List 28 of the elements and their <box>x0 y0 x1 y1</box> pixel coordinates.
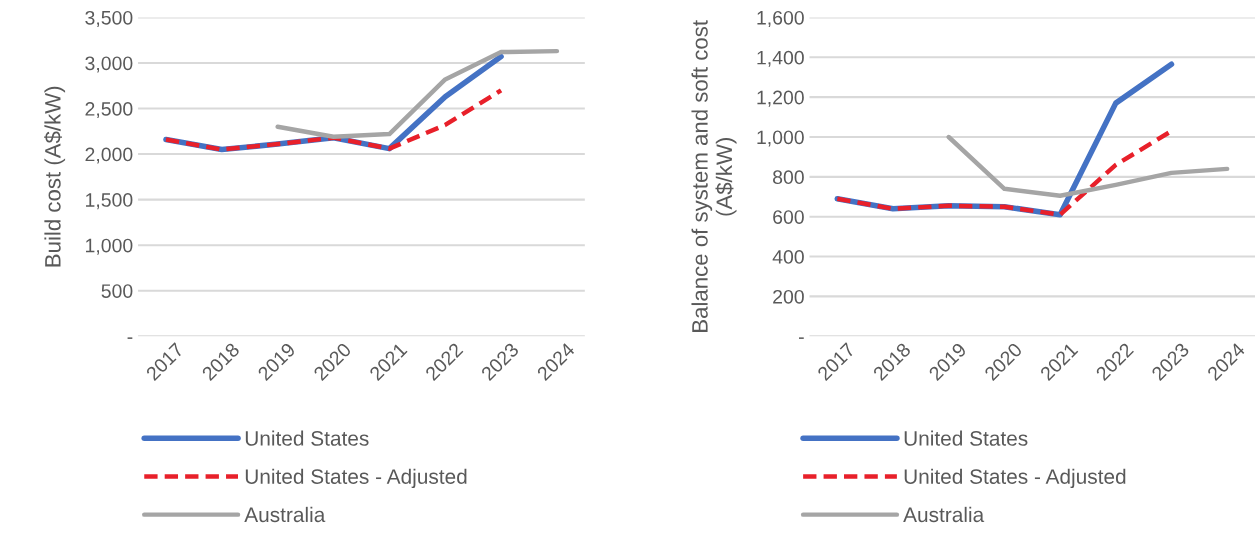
y-tick-label: 1,200 <box>757 90 804 107</box>
y-tick-label: 1,500 <box>86 193 133 210</box>
line-series <box>163 88 504 152</box>
y-tick-label: - <box>799 337 804 339</box>
y-tick-label: 1,400 <box>757 50 804 67</box>
legend-label: United States - Adjusted <box>245 468 467 489</box>
y-tick-label: 1,000 <box>757 130 804 147</box>
legend-label: Australia <box>903 506 985 523</box>
y-tick-label: 500 <box>101 284 133 298</box>
y-tick-label: 800 <box>773 170 804 185</box>
y-tick-label: 400 <box>772 250 804 264</box>
y-tick-label: 2,500 <box>85 102 133 119</box>
y-axis-title: Build cost (A$/kW) <box>44 86 66 267</box>
y-tick-label: 2,000 <box>85 147 133 164</box>
legend-label: United States <box>904 430 1028 446</box>
legend-label: Australia <box>244 506 326 523</box>
legend-label: United States <box>245 430 369 446</box>
y-tick-label: 600 <box>773 210 804 224</box>
y-tick-label: 3,500 <box>85 10 133 27</box>
legend-label: United States - Adjusted <box>904 468 1126 489</box>
y-tick-label: 200 <box>773 289 804 304</box>
y-axis-title: Balance of system and soft cost (A$/kW) <box>691 20 737 332</box>
y-tick-label: - <box>127 337 133 339</box>
y-tick-label: 1,000 <box>86 238 133 255</box>
y-tick-label: 1,600 <box>757 10 804 27</box>
line-series <box>946 134 1230 198</box>
y-tick-label: 3,000 <box>85 56 133 73</box>
line-series <box>275 48 560 139</box>
